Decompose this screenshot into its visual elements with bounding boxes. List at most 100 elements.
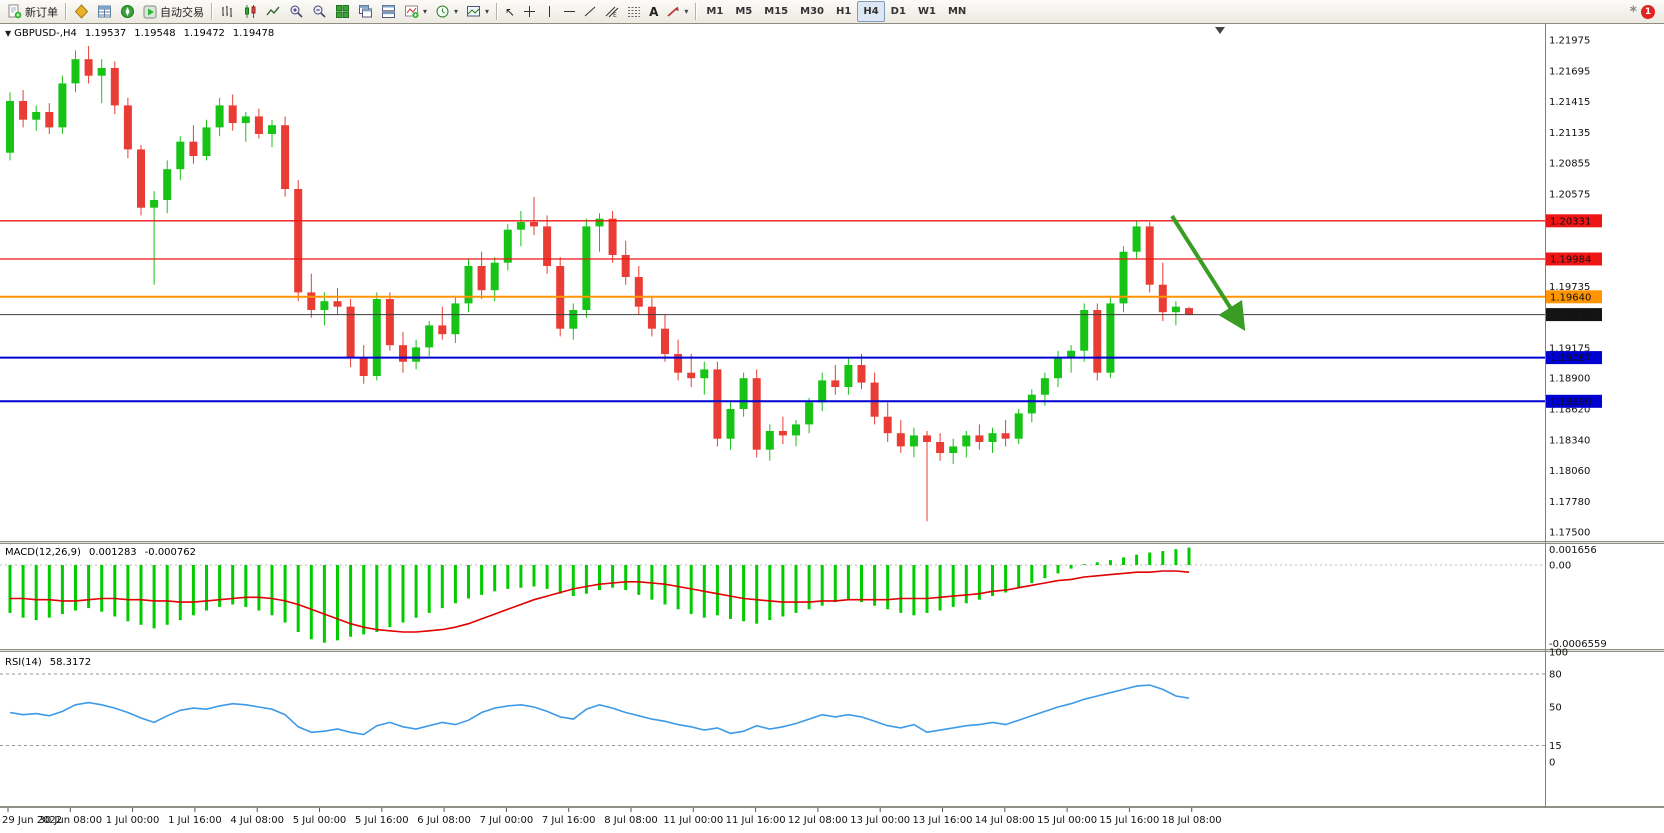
channel-button[interactable]: E xyxy=(601,1,623,22)
svg-text:0: 0 xyxy=(1549,758,1555,769)
svg-text:0.001656: 0.001656 xyxy=(1549,545,1597,556)
navigator-icon xyxy=(121,5,134,18)
svg-text:6 Jul 08:00: 6 Jul 08:00 xyxy=(417,815,471,826)
clock-icon xyxy=(436,5,449,18)
timeframe-button-m5[interactable]: M5 xyxy=(729,1,758,22)
timeframe-button-mn[interactable]: MN xyxy=(942,1,972,22)
fibonacci-icon xyxy=(628,7,641,17)
svg-text:8 Jul 08:00: 8 Jul 08:00 xyxy=(604,815,658,826)
rsi-name: RSI(14) xyxy=(5,657,42,668)
svg-text:15: 15 xyxy=(1549,741,1562,752)
zoom-out-button[interactable] xyxy=(308,1,331,22)
zoom-in-icon xyxy=(290,5,303,18)
svg-text:7 Jul 16:00: 7 Jul 16:00 xyxy=(542,815,596,826)
data-window-button[interactable] xyxy=(93,1,116,22)
indicators-icon xyxy=(405,5,419,18)
timeframe-button-m1[interactable]: M1 xyxy=(700,1,729,22)
rsi-label: RSI(14) 58.3172 xyxy=(5,657,91,668)
rsi-value: 58.3172 xyxy=(49,657,92,668)
chart-header: ▼ GBPUSD-,H4 1.19537 1.19548 1.19472 1.19478 xyxy=(5,28,274,39)
vertical-line-icon xyxy=(549,6,551,17)
svg-text:1.18340: 1.18340 xyxy=(1549,435,1590,446)
svg-text:30 Jun 08:00: 30 Jun 08:00 xyxy=(39,815,103,826)
zoom-in-button[interactable] xyxy=(285,1,308,22)
periods-button[interactable]: ▾ xyxy=(431,1,462,22)
timeframe-button-m15[interactable]: M15 xyxy=(758,1,794,22)
svg-text:1.18690: 1.18690 xyxy=(1550,397,1591,408)
tile-horizontal-button[interactable] xyxy=(377,1,400,22)
svg-text:80: 80 xyxy=(1549,670,1562,681)
crosshair-icon xyxy=(524,6,536,17)
trendline-button[interactable] xyxy=(580,1,601,22)
svg-text:100: 100 xyxy=(1549,648,1568,659)
line-chart-button[interactable] xyxy=(262,1,285,22)
symbol-label: GBPUSD-,H4 xyxy=(14,28,77,39)
toolbar: 新订单 自动交易 ▾ ▾ ▾ ↖ E A ▾ M1 M5 M15 M30 H1 H4 D1 W… xyxy=(0,0,1664,24)
crosshair-button[interactable] xyxy=(519,1,540,22)
svg-text:5 Jul 16:00: 5 Jul 16:00 xyxy=(355,815,409,826)
trendline-icon xyxy=(584,6,596,17)
svg-text:1.19984: 1.19984 xyxy=(1550,255,1591,266)
autotrading-button[interactable]: 自动交易 xyxy=(139,1,208,22)
navigator-button[interactable] xyxy=(116,1,139,22)
cursor-icon: ↖ xyxy=(505,4,516,19)
ohlc-open: 1.19537 xyxy=(84,28,127,39)
arrows-button[interactable]: ▾ xyxy=(662,1,692,22)
timeframe-button-h4[interactable]: H4 xyxy=(857,1,885,22)
timeframe-button-d1[interactable]: D1 xyxy=(885,1,912,22)
macd-label: MACD(12,26,9) 0.001283 -0.000762 xyxy=(5,547,196,558)
svg-text:4 Jul 08:00: 4 Jul 08:00 xyxy=(230,815,284,826)
cursor-button[interactable]: ↖ xyxy=(501,1,519,22)
chevron-down-icon: ▾ xyxy=(485,7,490,16)
svg-text:1.21695: 1.21695 xyxy=(1549,66,1590,77)
svg-text:5 Jul 00:00: 5 Jul 00:00 xyxy=(293,815,347,826)
svg-text:29 Jun 2022: 29 Jun 2022 xyxy=(2,815,62,826)
separator xyxy=(211,3,213,20)
tile-windows-button[interactable] xyxy=(331,1,354,22)
ohlc-close: 1.19478 xyxy=(232,28,275,39)
svg-text:1 Jul 16:00: 1 Jul 16:00 xyxy=(168,815,222,826)
symbol-dropdown-icon[interactable]: ▼ xyxy=(5,29,12,38)
new-order-button[interactable]: 新订单 xyxy=(3,1,62,22)
candlestick-icon xyxy=(245,5,256,18)
svg-text:1.19175: 1.19175 xyxy=(1549,343,1590,354)
svg-text:0.00: 0.00 xyxy=(1549,561,1571,572)
indicators-button[interactable]: ▾ xyxy=(400,1,431,22)
bar-chart-icon xyxy=(222,6,232,17)
separator xyxy=(65,3,67,20)
svg-text:18 Jul 08:00: 18 Jul 08:00 xyxy=(1162,815,1222,826)
chevron-down-icon: ▾ xyxy=(684,7,689,16)
svg-text:1.17780: 1.17780 xyxy=(1549,497,1590,508)
timeframe-button-m30[interactable]: M30 xyxy=(794,1,830,22)
templates-button[interactable]: ▾ xyxy=(462,1,493,22)
arrow-icon xyxy=(667,6,680,17)
autotrading-label: 自动交易 xyxy=(160,5,204,19)
text-button[interactable]: A xyxy=(645,1,662,22)
data-window-icon xyxy=(98,5,111,18)
fibonacci-button[interactable] xyxy=(623,1,645,22)
cascade-windows-button[interactable] xyxy=(354,1,377,22)
chevron-down-icon: ▾ xyxy=(454,7,459,16)
bar-chart-button[interactable] xyxy=(216,1,239,22)
cascade-icon xyxy=(359,5,372,18)
svg-text:-0.0006559: -0.0006559 xyxy=(1549,639,1607,650)
svg-text:13 Jul 16:00: 13 Jul 16:00 xyxy=(913,815,973,826)
candlestick-chart-button[interactable] xyxy=(239,1,262,22)
svg-text:1.21415: 1.21415 xyxy=(1549,97,1590,108)
market-watch-button[interactable] xyxy=(70,1,93,22)
svg-text:1.19640: 1.19640 xyxy=(1550,292,1591,303)
notification-badge[interactable]: 1 xyxy=(1641,4,1655,19)
svg-text:11 Jul 16:00: 11 Jul 16:00 xyxy=(726,815,786,826)
timeframe-button-h1[interactable]: H1 xyxy=(830,1,857,22)
svg-text:1.19735: 1.19735 xyxy=(1549,282,1590,293)
horizontal-line-button[interactable] xyxy=(559,1,580,22)
svg-text:1.20855: 1.20855 xyxy=(1549,159,1590,170)
vertical-line-button[interactable] xyxy=(540,1,559,22)
svg-text:1.21135: 1.21135 xyxy=(1549,128,1590,139)
timeframe-button-w1[interactable]: W1 xyxy=(912,1,942,22)
settings-icon[interactable]: * xyxy=(1629,3,1637,20)
svg-text:1.19087: 1.19087 xyxy=(1550,353,1591,364)
ohlc-high: 1.19548 xyxy=(134,28,176,39)
timeframe-group: M1 M5 M15 M30 H1 H4 D1 W1 MN xyxy=(700,1,972,22)
